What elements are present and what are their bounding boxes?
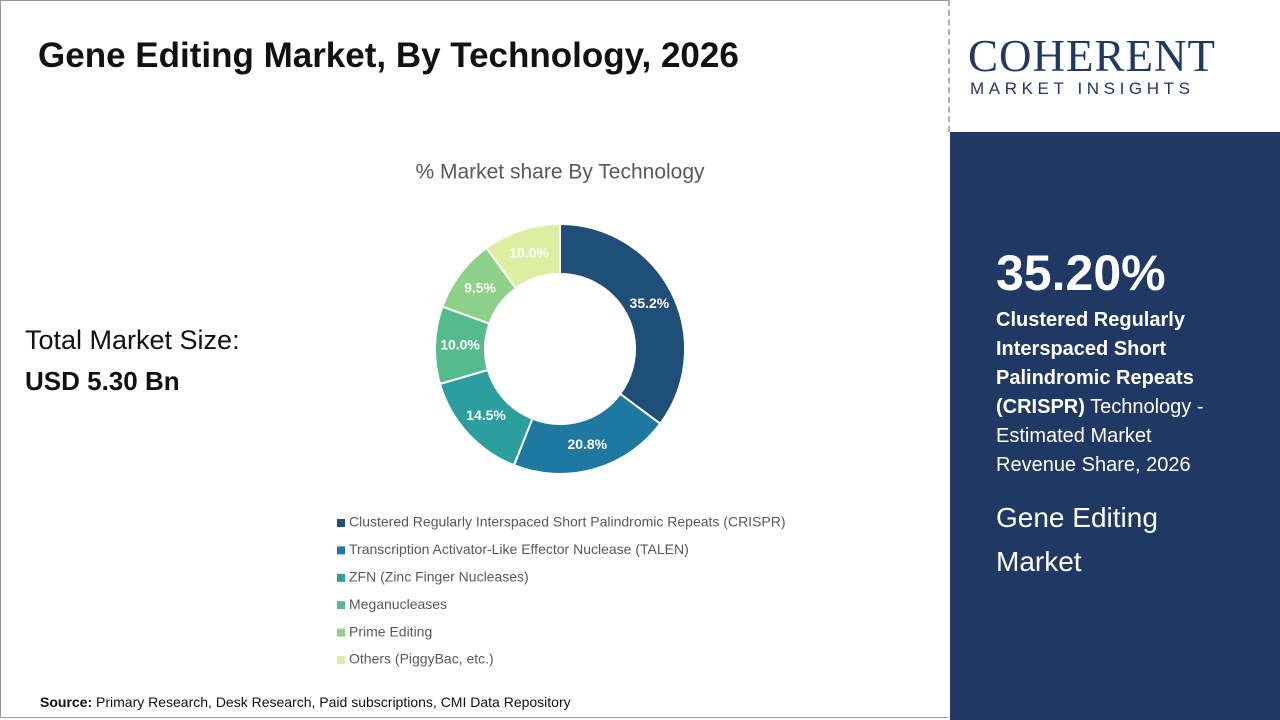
chart: % Market share By Technology 35.2% 20.8% 1…	[337, 161, 786, 667]
legend-label: Transcription Activator-Like Effector Nu…	[349, 541, 689, 557]
source-label: Source:	[40, 694, 93, 710]
data-label: 14.5%	[466, 407, 506, 423]
legend-swatch	[337, 628, 345, 637]
data-label: 9.5%	[464, 280, 496, 296]
donut-slice	[485, 222, 561, 290]
side-share: 35.20%	[996, 245, 1166, 301]
legend-swatch	[337, 601, 345, 610]
legend-label: Meganucleases	[349, 596, 447, 612]
side-description: Technology - Estimated Market Revenue Sh…	[996, 396, 1204, 476]
side-panel: 35.20% Clustered Regularly Interspaced S…	[950, 132, 1280, 720]
legend-label: Others (PiggyBac, etc.)	[349, 651, 494, 667]
legend-swatch	[337, 546, 345, 555]
side-text: Clustered Regularly Interspaced Short Pa…	[996, 306, 1226, 480]
legend-swatch	[337, 519, 345, 527]
source: Source: Primary Research, Desk Research,…	[40, 694, 571, 710]
legend-label: Prime Editing	[349, 623, 432, 639]
source-text: Primary Research, Desk Research, Paid su…	[92, 694, 571, 710]
side-highlight: Clustered Regularly Interspaced Short Pa…	[996, 309, 1194, 418]
legend-label: Clustered Regularly Interspaced Short Pa…	[349, 514, 786, 530]
legend-label: ZFN (Zinc Finger Nucleases)	[349, 569, 529, 585]
legend-swatch	[337, 656, 345, 664]
data-label: 35.2%	[630, 295, 670, 311]
side-market: Gene Editing Market	[996, 502, 1158, 577]
page-title: Gene Editing Market, By Technology, 2026	[38, 36, 739, 75]
data-label: 20.8%	[567, 436, 607, 452]
market-size-label: Total Market Size:	[25, 325, 240, 355]
data-label: 10.0%	[509, 245, 549, 261]
donut-slice	[559, 222, 686, 426]
market-size-value: USD 5.30 Bn	[25, 366, 180, 396]
logo-name: COHERENT	[968, 31, 1216, 81]
data-label: 10.0%	[440, 337, 480, 353]
legend-swatch	[337, 573, 345, 582]
logo-tagline: MARKET INSIGHTS	[970, 79, 1195, 98]
divider	[948, 0, 950, 132]
frame	[0, 0, 948, 718]
chart-title: % Market share By Technology	[415, 161, 705, 184]
